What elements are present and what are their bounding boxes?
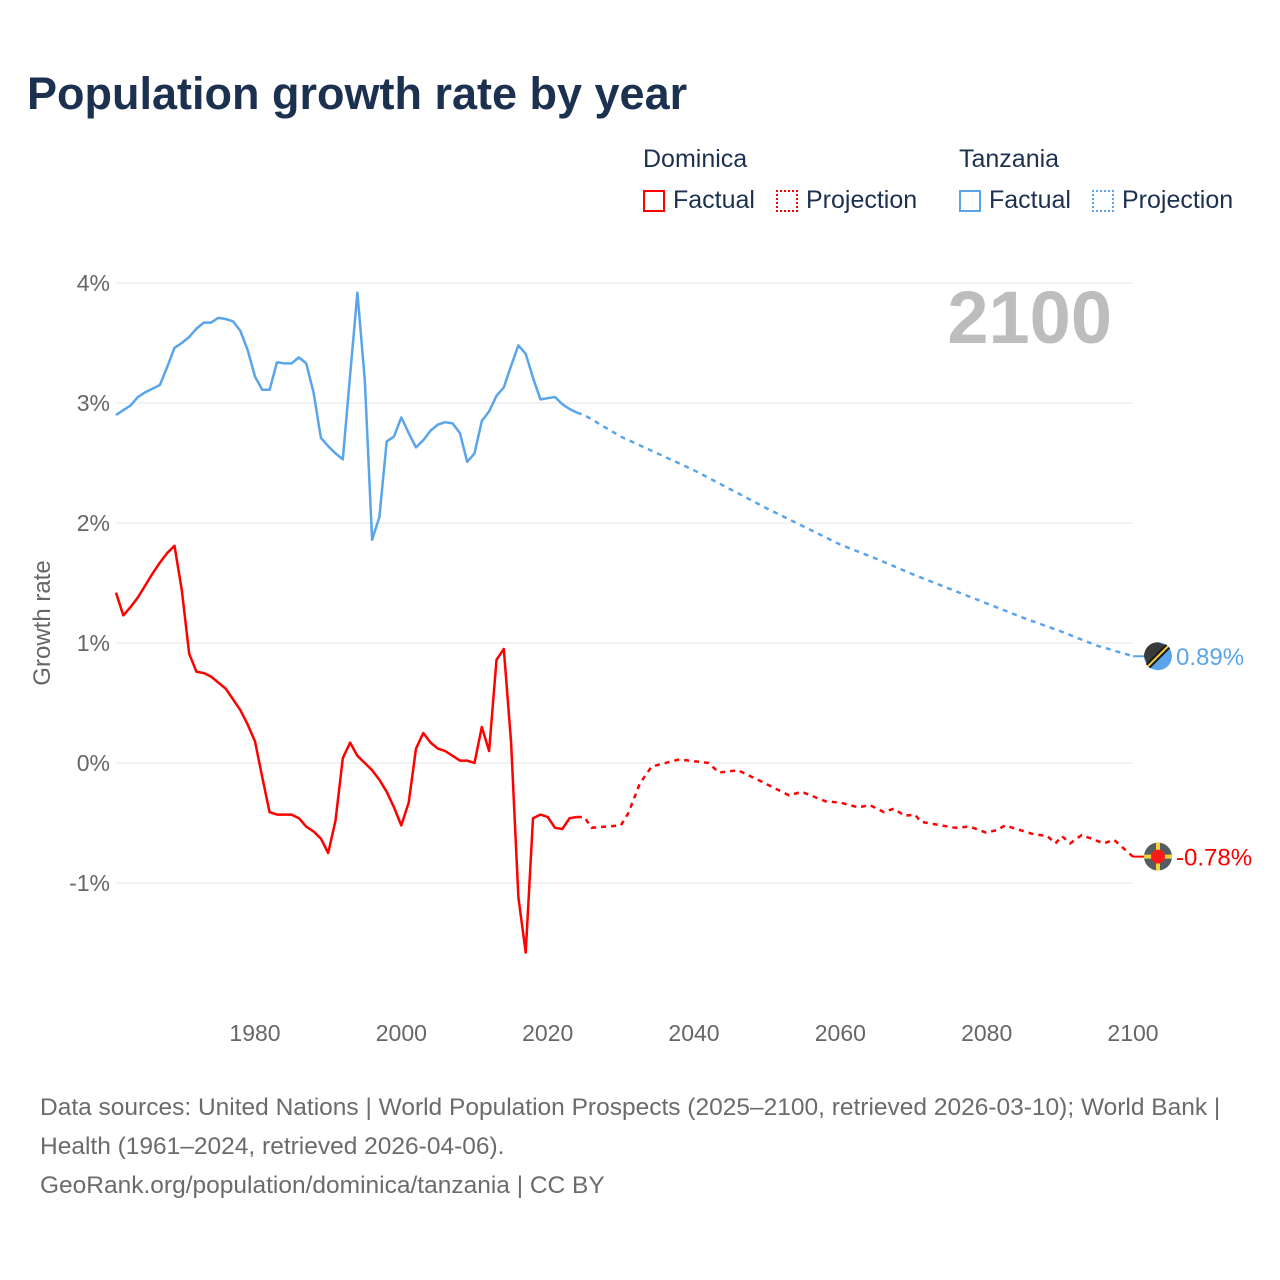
x-tick-label: 2040 [668,1020,719,1046]
x-tick-label: 1980 [229,1020,280,1046]
data-sources: Data sources: United Nations | World Pop… [40,1094,1221,1160]
series-line-tanzania-factual [115,291,578,542]
legend-tanzania-projection[interactable]: Projection [1092,186,1233,215]
series-line-dominica-projection [576,758,1134,858]
footer: Data sources: United Nations | World Pop… [40,1088,1240,1205]
chart-title: Population growth rate by year [27,68,688,119]
x-tick-label: 2060 [815,1020,866,1046]
year-overlay: 2100 [947,276,1112,359]
legend-swatch-solid [643,189,665,212]
y-tick-label: 4% [77,270,110,296]
y-tick-label: 2% [77,510,110,536]
x-tick-label: 2080 [961,1020,1012,1046]
legend-label: Projection [806,186,918,214]
y-tick-label: -1% [69,870,110,896]
plot-area: 4% 3% 2% 1% 0% -1% 1980 2000 2020 2040 2060 2080 210… [29,270,1252,1046]
flag-disc [1151,849,1165,864]
y-axis-label: Growth rate [29,560,56,685]
legend-tanzania-factual[interactable]: Factual [959,186,1071,215]
legend-swatch-solid [959,189,981,212]
legend-dominica-factual[interactable]: Factual [643,186,755,215]
x-tick-label: 2000 [376,1020,427,1046]
dominica-flag-icon [1144,842,1172,871]
x-tick-label: 2100 [1107,1020,1158,1046]
end-value-label-tanzania: 0.89% [1176,644,1244,671]
end-value-label-dominica: -0.78% [1176,845,1252,872]
legend-swatch-dotted [776,189,798,212]
attribution-link[interactable]: GeoRank.org/population/dominica/tanzania… [40,1172,605,1199]
x-tick-label: 2020 [522,1020,573,1046]
legend-swatch-dotted [1092,189,1114,212]
series-line-dominica-factual [114,544,578,954]
legend-label: Factual [673,186,755,214]
y-tick-label: 3% [77,390,110,416]
flag-band [1147,645,1169,667]
tanzania-flag-icon [1144,642,1172,671]
legend-dominica-projection[interactable]: Projection [776,186,917,215]
y-tick-label: 0% [77,750,110,776]
legend-group-tanzania: Tanzania [959,145,1060,173]
legend-label: Factual [989,186,1071,214]
y-tick-label: 1% [77,630,110,656]
series-line-tanzania-projection [576,411,1134,658]
legend-group-dominica: Dominica [643,145,748,173]
legend-label: Projection [1122,186,1234,214]
